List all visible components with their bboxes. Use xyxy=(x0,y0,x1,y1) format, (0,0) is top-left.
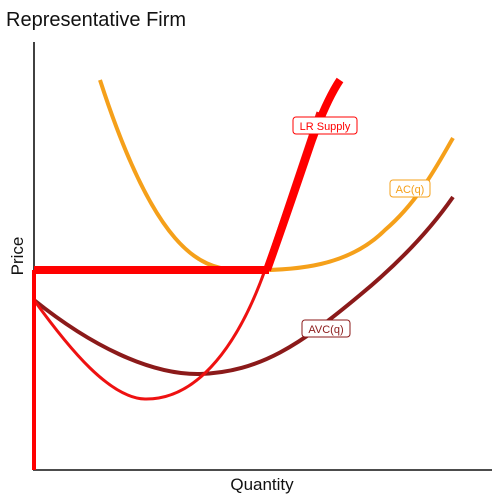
ac-label: AC(q) xyxy=(390,180,430,197)
lr-supply-label-text: LR Supply xyxy=(300,121,351,133)
avc-label-text: AVC(q) xyxy=(308,324,343,336)
lr-supply-rising xyxy=(267,80,340,270)
x-axis-label: Quantity xyxy=(230,475,294,494)
chart-title: Representative Firm xyxy=(6,9,186,31)
y-axis-label: Price xyxy=(8,237,27,276)
ac-label-text: AC(q) xyxy=(396,184,425,196)
avc-label: AVC(q) xyxy=(302,320,350,337)
lr-supply-label: LR Supply xyxy=(293,117,357,134)
